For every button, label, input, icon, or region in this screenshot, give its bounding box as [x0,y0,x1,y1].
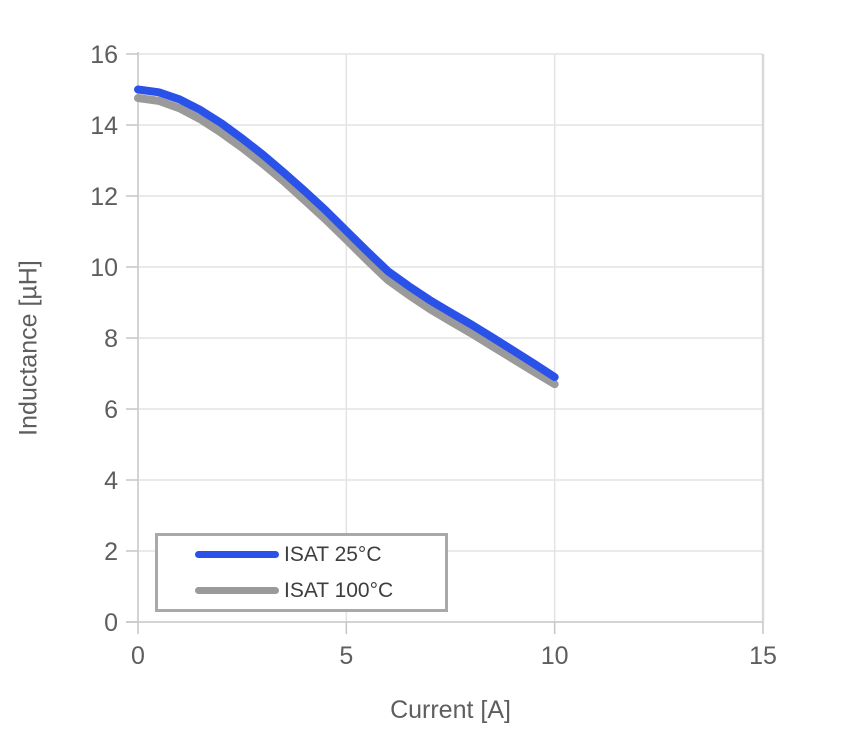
y-tick-label-12: 12 [90,183,118,211]
y-tick-label-14: 14 [90,112,118,140]
x-tick-label-10: 10 [541,642,569,670]
legend-item-isat-25c: ISAT 25°C [195,543,445,566]
legend-label-isat-100c: ISAT 100°C [284,579,394,602]
x-tick-label-15: 15 [749,642,777,670]
y-tick-label-2: 2 [104,538,118,566]
y-tick-label-10: 10 [90,254,118,282]
y-tick-label-4: 4 [104,467,118,495]
x-tick-label-5: 5 [339,642,353,670]
y-tick-label-6: 6 [104,396,118,424]
series-line-isat-25-c [134,85,559,382]
legend: ISAT 25°C ISAT 100°C [155,533,448,612]
y-tick-label-8: 8 [104,325,118,353]
series-line-isat-100-c [134,94,559,389]
legend-swatch-isat-25c [195,551,279,558]
x-axis-title: Current [A] [390,696,511,724]
legend-item-isat-100c: ISAT 100°C [195,579,445,602]
y-tick-label-0: 0 [104,609,118,637]
legend-swatch-isat-100c [195,587,279,594]
y-tick-label-16: 16 [90,41,118,69]
x-tick-label-0: 0 [131,642,145,670]
y-axis-title: Inductance [µH] [14,260,43,436]
legend-label-isat-25c: ISAT 25°C [284,543,382,566]
